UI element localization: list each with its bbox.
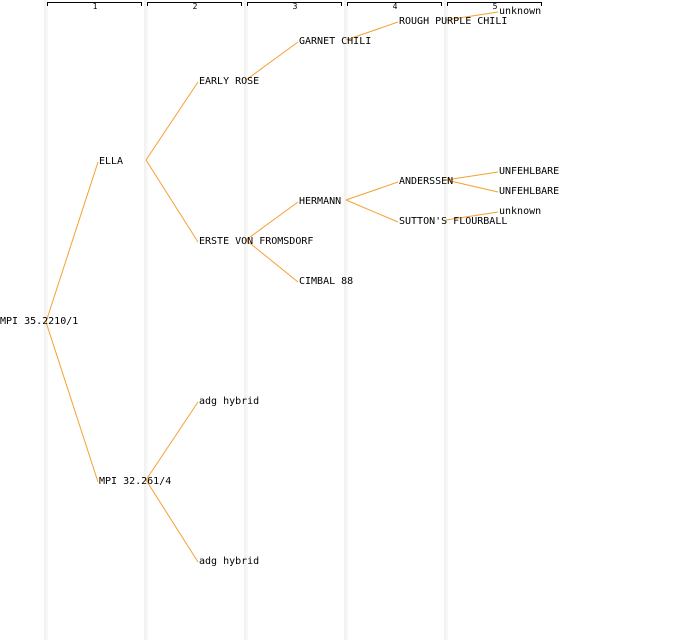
pedigree-edge [245,201,299,241]
generation-number: 4 [393,2,398,11]
pedigree-edge [245,239,299,283]
node-erste-von-fromsdorf[interactable]: ERSTE VON FROMSDORF [199,236,314,247]
pedigree-edge [445,11,499,21]
pedigree-edge [345,21,399,41]
node-unfehlbare-1[interactable]: UNFEHLBARE [499,166,560,177]
node-suttons-flourball[interactable]: SUTTON'S FLOURBALL [399,216,508,227]
node-garnet-chili[interactable]: GARNET CHILI [299,36,372,47]
generation-bracket [147,2,242,6]
pedigree-edge [45,321,99,483]
node-adg-hybrid-1[interactable]: adg hybrid [199,396,260,407]
generation-number: 2 [193,2,198,11]
node-cimbal-88[interactable]: CIMBAL 88 [299,276,354,287]
node-unknown-1[interactable]: unknown [499,6,542,17]
generation-number: 5 [493,2,498,11]
pedigree-edge [145,81,199,161]
generation-number: 1 [93,2,98,11]
generation-bracket [247,2,342,6]
generation-bracket [447,2,542,6]
node-unknown-2[interactable]: unknown [499,206,542,217]
node-ella[interactable]: ELLA [99,156,124,167]
pedigree-edge [445,179,499,193]
pedigree-edge [145,401,199,481]
pedigree-edge [145,159,199,243]
pedigree-edge [445,211,499,221]
pedigree-edge [445,171,499,181]
generation-bracket [347,2,442,6]
pedigree-edge [345,181,399,201]
pedigree-edge [45,161,99,323]
pedigree-edge [245,41,299,81]
node-rough-purple-chili[interactable]: ROUGH PURPLE CHILI [399,16,508,27]
pedigree-edge [345,199,399,223]
node-anderssen[interactable]: ANDERSSEN [399,176,454,187]
node-root[interactable]: MPI 35.2210/1 [0,316,79,327]
node-hermann[interactable]: HERMANN [299,196,342,207]
generation-number: 3 [293,2,298,11]
node-mpi-32-261-4[interactable]: MPI 32.261/4 [99,476,172,487]
node-adg-hybrid-2[interactable]: adg hybrid [199,556,260,567]
node-unfehlbare-2[interactable]: UNFEHLBARE [499,186,560,197]
pedigree-edge [145,479,199,563]
node-early-rose[interactable]: EARLY ROSE [199,76,260,87]
generation-bracket [47,2,142,6]
